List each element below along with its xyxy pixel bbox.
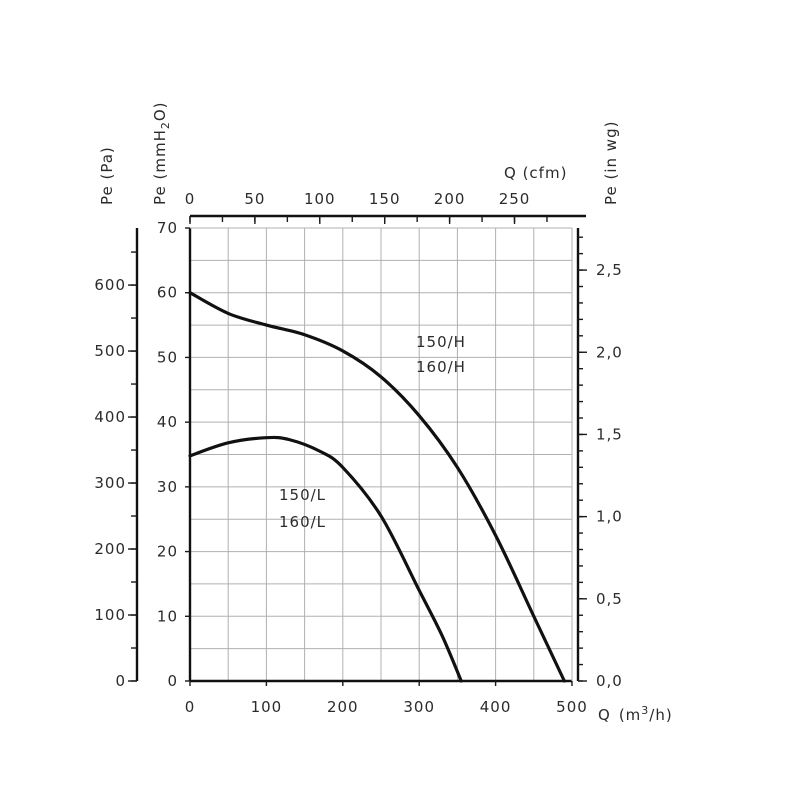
mmh2o-tick-label: 60 (157, 284, 178, 302)
chart-series (188, 291, 566, 683)
pa-axis-title: Pe (Pa) (98, 146, 116, 205)
pa-tick-label: 400 (94, 408, 126, 426)
high-speed-curve (188, 291, 566, 683)
mmh2o-tick-label: 50 (157, 348, 178, 366)
mmh2o-tick-label: 10 (157, 607, 178, 625)
cfm-tick-label: 0 (185, 190, 196, 208)
cfm-tick-label: 150 (369, 190, 401, 208)
inwg-tick-label: 2,5 (596, 261, 623, 279)
flow-axis-title: Q (m3/h) (598, 704, 673, 724)
flow-tick-label: 200 (327, 698, 359, 716)
pa-tick-label: 0 (115, 672, 126, 690)
inwg-tick-label: 1,5 (596, 425, 623, 443)
cfm-tick-label: 250 (499, 190, 531, 208)
high-speed-label-2: 160/H (416, 358, 466, 376)
pa-tick-label: 200 (94, 540, 126, 558)
cfm-axis-title: Q (cfm) (504, 164, 567, 182)
cfm-tick-label: 200 (434, 190, 466, 208)
mmh2o-axis-title: Pe (mmH2O) (151, 101, 172, 205)
chart-ticks: 0 100 200 300 400 500010203040506070010020030… (94, 190, 623, 716)
inwg-tick-label: 0,5 (596, 590, 623, 608)
flow-tick-label: 400 (480, 698, 512, 716)
high-speed-label-1: 150/H (416, 333, 466, 351)
flow-tick-label: 300 (403, 698, 435, 716)
inwg-axis-title: Pe (in wg) (602, 121, 620, 205)
cfm-tick-label: 100 (304, 190, 336, 208)
inwg-tick-label: 1,0 (596, 508, 623, 526)
inwg-tick-label: 0,0 (596, 672, 623, 690)
pa-tick-label: 600 (94, 276, 126, 294)
low-speed-curve (188, 435, 463, 683)
mmh2o-tick-label: 20 (157, 543, 178, 561)
flow-tick-label: 500 (556, 698, 588, 716)
pa-tick-label: 500 (94, 342, 126, 360)
low-speed-label-1: 150/L (279, 486, 326, 504)
mmh2o-tick-label: 0 (167, 672, 178, 690)
cfm-tick-label: 50 (244, 190, 265, 208)
chart-axes (135, 214, 586, 683)
flow-tick-label: 0 (185, 698, 196, 716)
plot-grid (190, 228, 572, 681)
inwg-tick-label: 2,0 (596, 343, 623, 361)
mmh2o-tick-label: 70 (157, 219, 178, 237)
pa-tick-label: 100 (94, 606, 126, 624)
pa-tick-label: 300 (94, 474, 126, 492)
mmh2o-tick-label: 30 (157, 478, 178, 496)
low-speed-label-2: 160/L (279, 513, 326, 531)
flow-tick-label: 100 (251, 698, 283, 716)
mmh2o-tick-label: 40 (157, 413, 178, 431)
